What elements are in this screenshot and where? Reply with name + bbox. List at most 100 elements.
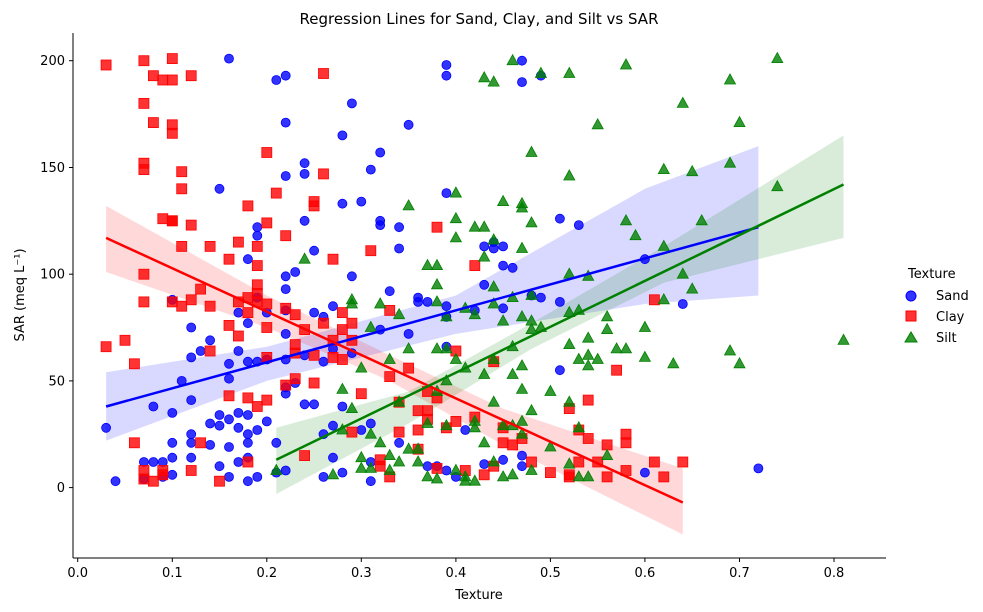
clay-point-78	[318, 68, 329, 79]
sand-point-36	[233, 407, 244, 418]
sand-point-57	[271, 437, 282, 448]
y-tick-label-1: 50	[48, 374, 65, 389]
sand-point-82	[318, 356, 329, 367]
sand-point-53	[261, 416, 272, 427]
silt-point-122	[638, 350, 652, 362]
y-axis-ticks: 0 50 100 150 200	[40, 54, 73, 496]
silt-point-133	[723, 156, 737, 168]
silt-point-7	[345, 401, 359, 414]
clay-point-9	[138, 268, 150, 280]
clay-point-68	[289, 309, 301, 321]
clay-point-67	[280, 379, 292, 391]
clay-point-36	[195, 437, 207, 449]
silt-point-75	[506, 467, 519, 480]
clay-point-64	[270, 187, 282, 199]
clay-point-53	[251, 260, 263, 272]
silt-point-100	[563, 395, 576, 407]
silt-point-61	[487, 280, 500, 292]
sand-point-131	[498, 454, 509, 465]
silt-point-1	[298, 252, 311, 264]
legend-marker-sand	[905, 290, 917, 302]
sand-point-122	[441, 60, 452, 70]
silt-point-54	[478, 70, 491, 83]
sand-point-91	[337, 130, 348, 141]
x-tick-label-2: 0.2	[256, 566, 277, 581]
clay-point-101	[412, 424, 424, 436]
silt-point-86	[525, 288, 538, 300]
sand-point-68	[280, 117, 291, 128]
sand-point-130	[488, 243, 499, 254]
clay-point-15	[147, 475, 159, 487]
silt-point-129	[686, 164, 699, 177]
clay-point-10	[138, 296, 150, 308]
sand-point-5	[148, 401, 159, 412]
silt-point-92	[534, 66, 548, 78]
clay-point-93	[374, 460, 386, 472]
sand-point-126	[479, 459, 490, 470]
clay-point-98	[393, 426, 405, 438]
sand-point-23	[205, 335, 216, 346]
silt-point-131	[695, 213, 708, 226]
sand-point-14	[186, 452, 197, 463]
silt-point-65	[487, 455, 500, 467]
silt-point-108	[582, 348, 595, 360]
silt-point-12	[364, 427, 377, 439]
sand-point-39	[242, 476, 253, 487]
sand-point-42	[242, 429, 253, 440]
sand-point-109	[403, 119, 414, 130]
clay-point-63	[261, 394, 273, 406]
clay-point-120	[507, 439, 519, 451]
clay-point-39	[204, 345, 216, 357]
clay-point-91	[365, 245, 377, 257]
sand-point-10	[167, 437, 178, 448]
sand-point-27	[214, 183, 225, 194]
silt-point-119	[619, 342, 633, 354]
clay-point-130	[582, 433, 594, 444]
clay-point-12	[138, 473, 150, 485]
silt-point-26	[411, 455, 425, 467]
sand-point-46	[242, 254, 253, 265]
silt-point-0	[270, 463, 283, 475]
sand-point-71	[290, 267, 301, 277]
plot-area	[100, 51, 850, 535]
sand-point-52	[252, 222, 263, 233]
clay-point-138	[649, 456, 660, 468]
y-axis-label: SAR (meq L⁻¹)	[13, 248, 28, 341]
sand-point-78	[309, 307, 320, 318]
clay-point-27	[176, 166, 188, 178]
sand-point-134	[498, 260, 509, 271]
clay-point-35	[195, 283, 207, 295]
sand-point-97	[365, 476, 376, 487]
clay-point-20	[166, 53, 178, 64]
sand-point-74	[299, 215, 310, 226]
silt-point-128	[676, 267, 689, 279]
sand-point-67	[280, 171, 291, 181]
clay-point-66	[280, 302, 292, 314]
sand-point-8	[167, 469, 178, 480]
silt-point-63	[487, 352, 500, 364]
sand-point-65	[280, 284, 291, 295]
clay-point-2	[119, 334, 131, 346]
sand-point-127	[479, 279, 490, 290]
silt-point-56	[478, 250, 491, 262]
silt-point-29	[421, 416, 434, 428]
silt-point-137	[771, 51, 784, 63]
silt-point-94	[544, 440, 557, 452]
sand-point-144	[555, 213, 565, 224]
sand-point-99	[365, 418, 376, 429]
clay-point-26	[166, 296, 178, 308]
clay-point-77	[308, 377, 320, 389]
clay-point-76	[308, 349, 320, 361]
clay-point-129	[582, 394, 594, 406]
silt-point-96	[563, 169, 576, 181]
silt-point-17	[383, 352, 396, 364]
clay-point-60	[261, 298, 273, 310]
clay-point-108	[431, 462, 443, 474]
clay-point-85	[336, 324, 348, 336]
silt-point-15	[374, 297, 387, 309]
clay-point-19	[157, 469, 169, 481]
sand-point-75	[299, 168, 310, 179]
silt-point-57	[478, 367, 491, 379]
silt-point-64	[487, 395, 500, 407]
y-tick-label-3: 150	[40, 161, 65, 176]
